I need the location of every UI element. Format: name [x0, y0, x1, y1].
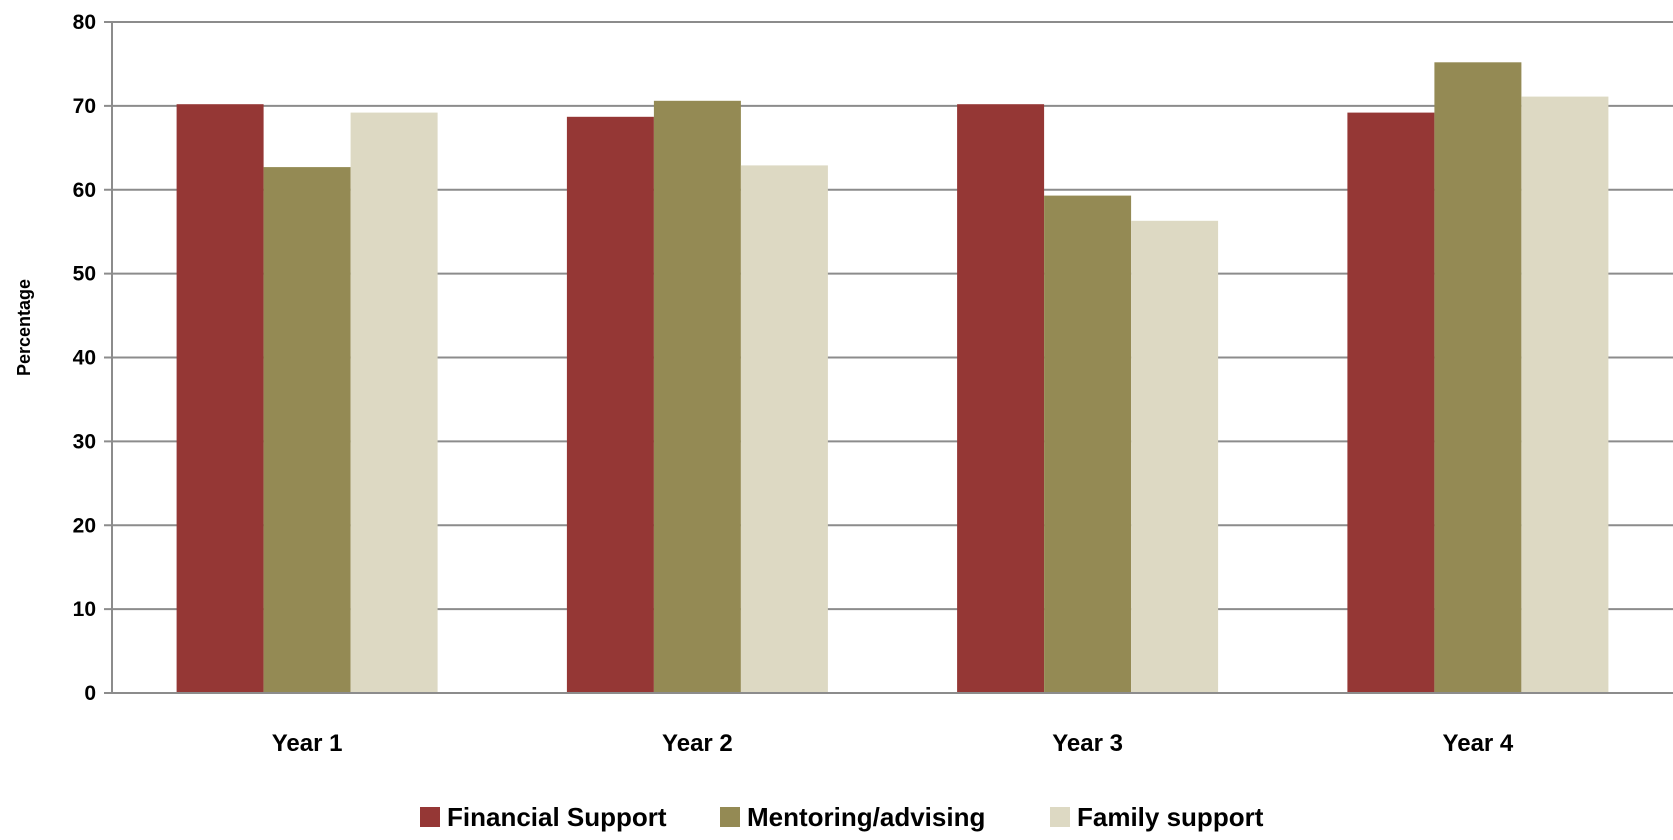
y-tick-label: 50: [73, 263, 96, 286]
bar-financial-support-year-1: [176, 104, 264, 693]
bar-family-support-year-1: [350, 112, 438, 694]
bar-family-support-year-4: [1521, 96, 1609, 694]
legend-swatch: [420, 807, 440, 827]
y-tick-label: 40: [73, 347, 96, 370]
y-tick-label: 70: [73, 95, 96, 118]
bar-mentoring-advising-year-2: [653, 100, 741, 694]
y-tick-label: 80: [73, 11, 96, 34]
y-tick-label: 30: [73, 430, 96, 453]
axes: [104, 21, 1673, 694]
legend-label: Financial Support: [447, 802, 667, 832]
x-category-label: Year 4: [1443, 730, 1514, 757]
x-category-label: Year 2: [662, 730, 733, 757]
x-category-label: Year 1: [272, 730, 343, 757]
y-tick-labels: 0 10 20 30 40 50 60 70 80: [73, 11, 96, 705]
legend-swatch: [1050, 807, 1070, 827]
legend: Financial Support Mentoring/advising Famil…: [420, 802, 1264, 832]
bar-mentoring-advising-year-4: [1434, 62, 1522, 694]
bar-financial-support-year-3: [957, 104, 1045, 693]
x-category-label: Year 3: [1052, 730, 1123, 757]
y-axis-title: Percentage: [14, 279, 34, 376]
legend-label: Family support: [1077, 802, 1264, 832]
bar-mentoring-advising-year-1: [263, 167, 351, 694]
bar-mentoring-advising-year-3: [1044, 195, 1132, 693]
y-tick-label: 20: [73, 514, 96, 537]
y-tick-label: 60: [73, 179, 96, 202]
bar-family-support-year-2: [740, 165, 828, 693]
bars: [176, 62, 1609, 694]
bar-family-support-year-3: [1131, 220, 1219, 694]
legend-swatch: [720, 807, 740, 827]
bar-financial-support-year-4: [1347, 112, 1435, 694]
y-tick-label: 10: [73, 598, 96, 621]
y-tick-label: 0: [84, 682, 96, 705]
legend-label: Mentoring/advising: [747, 802, 985, 832]
bar-financial-support-year-2: [566, 116, 654, 694]
x-category-labels: Year 1 Year 2 Year 3 Year 4: [272, 730, 1514, 757]
